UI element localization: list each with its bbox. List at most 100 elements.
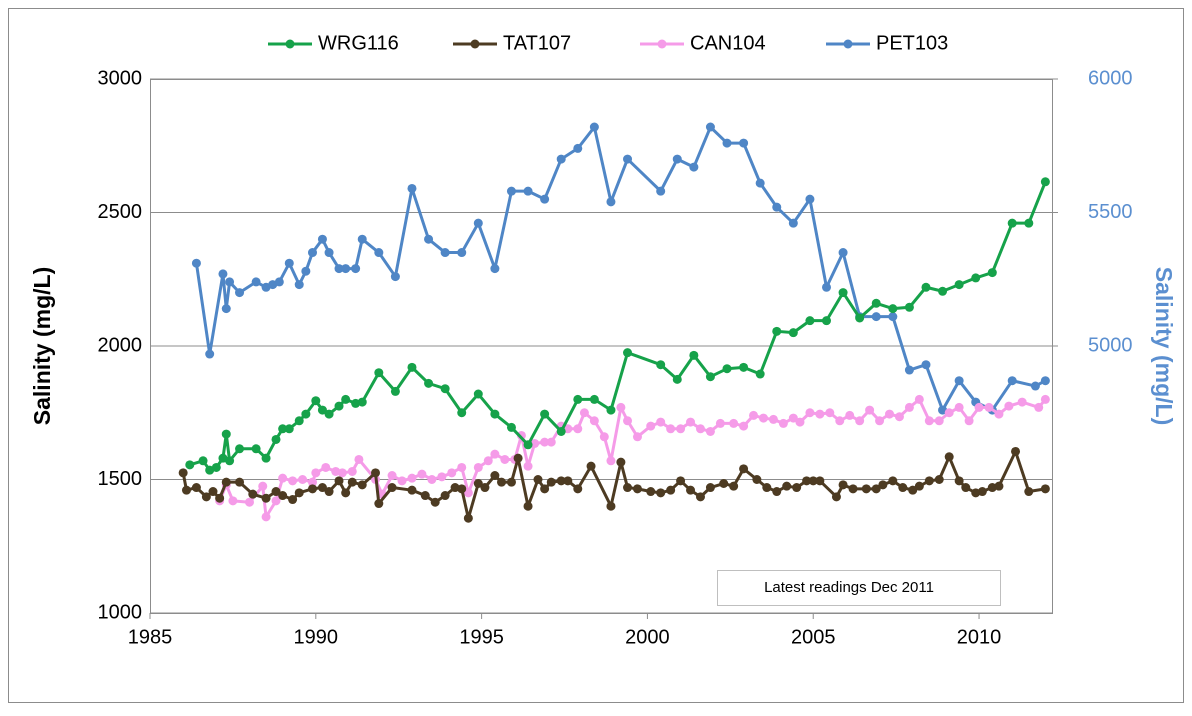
data-point [875,416,885,426]
data-point [324,409,334,419]
data-point [324,248,334,258]
data-point [904,302,914,312]
data-point [198,456,208,466]
data-point [457,248,467,258]
data-point [261,512,271,522]
data-point [914,394,924,404]
data-point [838,480,848,490]
data-point [739,362,749,372]
data-point [888,312,898,322]
data-point [211,462,221,472]
data-point [334,401,344,411]
x-tick-label: 1990 [294,626,339,648]
chart-frame [8,8,1184,703]
data-point [225,456,235,466]
data-point [440,384,450,394]
y-tick-label: 3000 [98,67,143,89]
data-point [1040,177,1050,187]
legend-marker [657,39,667,49]
x-tick-label: 1995 [459,626,504,648]
data-point [772,202,782,212]
data-point [871,312,881,322]
data-point [506,186,516,196]
data-point [739,464,749,474]
data-point [334,476,344,486]
data-point [284,424,294,434]
data-point [772,487,782,497]
y2-tick-label: 5500 [1088,201,1133,223]
data-point [805,408,815,418]
data-point [500,454,510,464]
data-point [838,248,848,258]
data-point [490,470,500,480]
data-point [672,154,682,164]
data-point [656,360,666,370]
y-tick-label: 1000 [98,601,143,623]
data-point [278,491,288,501]
data-point [722,138,732,148]
data-point [251,444,261,454]
data-point [301,266,311,276]
data-point [387,470,397,480]
data-point [490,409,500,419]
legend-label: WRG116 [318,32,399,54]
data-point [795,417,805,427]
data-point [934,475,944,484]
data-point [420,491,430,501]
data-point [483,456,493,466]
data-point [805,316,815,326]
data-point [178,468,188,478]
data-point [563,476,573,486]
data-point [298,475,308,484]
data-point [908,485,918,495]
data-point [855,313,865,323]
data-point [616,402,626,412]
y2-axis-title: Salinity (mg/L) [1151,267,1177,425]
data-point [261,493,271,503]
data-point [407,183,417,193]
data-point [317,405,327,415]
data-point [822,282,831,292]
data-point [191,258,201,268]
data-point [871,484,881,494]
y-tick-label: 2000 [98,334,143,356]
data-point [1017,397,1027,407]
legend-marker [470,39,480,49]
data-point [729,481,739,491]
data-point [307,477,317,487]
data-point [397,476,407,486]
data-point [656,488,666,498]
data-point [705,372,715,382]
data-point [191,483,201,493]
data-point [463,513,473,523]
data-point [334,264,344,274]
data-point [586,461,596,471]
data-point [288,476,298,486]
data-point [258,481,268,491]
x-tick-label: 2005 [791,626,836,648]
data-point [695,424,705,434]
data-point [556,476,566,486]
data-point [533,475,543,484]
data-point [311,396,321,406]
data-point [424,378,434,388]
data-point [676,424,686,434]
legend-marker [285,39,295,49]
data-point [357,234,367,244]
data-point [556,154,566,164]
data-point [473,479,483,489]
data-point [924,476,934,486]
data-point [606,456,616,466]
data-point [646,487,656,497]
data-point [749,410,759,420]
data-point [201,492,211,502]
data-point [994,409,1004,419]
data-point [473,218,483,228]
data-point [606,501,616,511]
data-point [371,468,380,478]
data-point [221,429,231,439]
data-point [506,477,516,487]
data-point [589,394,599,404]
data-point [894,412,904,422]
